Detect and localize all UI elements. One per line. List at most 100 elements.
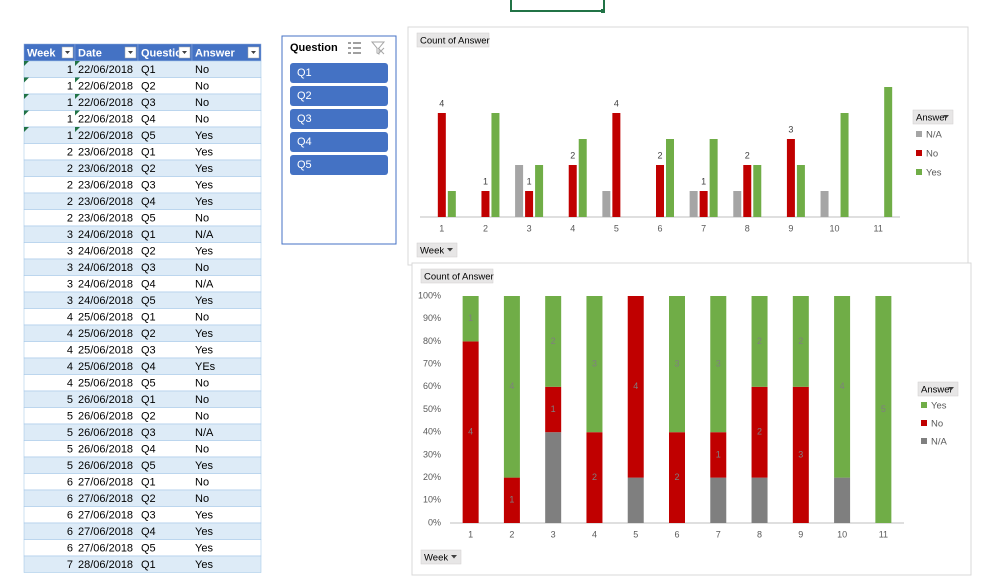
bar <box>525 191 534 217</box>
table-cell: 23/06/2018 <box>78 163 133 175</box>
bar <box>578 139 587 217</box>
table-cell: 4 <box>67 312 73 324</box>
table-cell: Q4 <box>141 444 156 456</box>
bar <box>884 87 893 217</box>
data-label: 2 <box>592 472 597 482</box>
legend-field-button-label: Answer <box>921 385 953 396</box>
table-cell: Yes <box>195 559 213 571</box>
filter-arrow <box>251 51 256 54</box>
table-cell: YEs <box>195 361 216 373</box>
table-cell: N/A <box>195 229 214 241</box>
table-cell: Q3 <box>141 180 156 192</box>
multi-select-icon[interactable] <box>348 42 361 54</box>
value-field-button[interactable] <box>420 268 494 284</box>
table-cell: 2 <box>67 196 73 208</box>
bar-segment <box>586 432 603 523</box>
data-label: 1 <box>701 176 706 186</box>
table-cell: Yes <box>195 543 213 555</box>
data-label: 3 <box>798 449 803 459</box>
clear-filter-icon[interactable] <box>370 41 386 55</box>
x-tick-label: 5 <box>633 529 638 539</box>
cell-marker <box>24 127 29 132</box>
table-cell: Yes <box>195 460 213 472</box>
bar <box>786 139 795 217</box>
y-tick-label: 100% <box>418 290 441 300</box>
data-label: 1 <box>716 449 721 459</box>
table-cell: 26/06/2018 <box>78 444 133 456</box>
slicer-item[interactable] <box>290 63 388 83</box>
data-label: 3 <box>716 358 721 368</box>
bar-segment <box>462 296 479 342</box>
table-cell: 27/06/2018 <box>78 493 133 505</box>
table-cell: Yes <box>195 130 213 142</box>
slicer-item[interactable] <box>290 132 388 152</box>
table-cell: 22/06/2018 <box>78 64 133 76</box>
table-cell: 6 <box>67 493 73 505</box>
bar-segment <box>834 477 851 523</box>
table-cell: 1 <box>67 81 73 93</box>
table-cell: Q2 <box>141 328 156 340</box>
legend-swatch <box>916 150 922 156</box>
axis-field-button-arrow <box>451 555 457 559</box>
x-tick-label: 2 <box>509 529 514 539</box>
data-label: 2 <box>757 427 762 437</box>
table-cell: 24/06/2018 <box>78 295 133 307</box>
chart-frame <box>407 26 969 266</box>
slicer-item[interactable] <box>290 86 388 106</box>
column-header: Answer <box>195 47 235 59</box>
data-label: 2 <box>674 472 679 482</box>
cell-marker <box>75 61 80 66</box>
table-cell: Q4 <box>141 196 156 208</box>
axis-field-button[interactable] <box>420 549 462 565</box>
table-cell: Q1 <box>141 147 156 159</box>
bar-segment <box>669 432 685 523</box>
table-cell: 26/06/2018 <box>78 460 133 472</box>
axis-field-button[interactable] <box>416 242 458 258</box>
bar-segment <box>586 296 603 433</box>
bar-segment <box>792 386 809 523</box>
legend-field-button[interactable] <box>912 109 954 125</box>
table-cell: 3 <box>67 262 73 274</box>
slicer-item[interactable] <box>290 155 388 175</box>
bar-segment <box>503 477 520 523</box>
cell-marker <box>24 61 29 66</box>
table-cell: 4 <box>67 378 73 390</box>
table-cell: Q5 <box>141 460 156 472</box>
table-cell: Q5 <box>141 378 156 390</box>
table-cell: 27/06/2018 <box>78 477 133 489</box>
table-cell: 22/06/2018 <box>78 97 133 109</box>
legend-label: Yes <box>931 401 947 412</box>
bar <box>820 191 829 217</box>
table-cell: 4 <box>67 345 73 357</box>
slicer-item[interactable] <box>290 109 388 129</box>
value-field-button[interactable] <box>416 32 490 48</box>
data-label: 4 <box>509 381 514 391</box>
table-cell: Q3 <box>141 97 156 109</box>
legend-label: Yes <box>926 168 942 179</box>
table-cell: 24/06/2018 <box>78 279 133 291</box>
x-tick-label: 11 <box>874 223 883 233</box>
table-cell: 24/06/2018 <box>78 262 133 274</box>
table-cell: 23/06/2018 <box>78 147 133 159</box>
table-cell: Q3 <box>141 345 156 357</box>
slicer-item-label: Q1 <box>297 67 312 79</box>
column-header: Date <box>78 47 102 59</box>
slicer-item-label: Q5 <box>297 159 312 171</box>
bar-segment <box>462 341 479 523</box>
table-cell: 3 <box>67 295 73 307</box>
table-cell: Yes <box>195 180 213 192</box>
y-tick-label: 80% <box>423 336 441 346</box>
y-tick-label: 10% <box>423 495 441 505</box>
table-cell: 23/06/2018 <box>78 180 133 192</box>
data-label: 2 <box>657 150 662 160</box>
table-cell: Q1 <box>141 477 156 489</box>
table-cell: Q1 <box>141 312 156 324</box>
bar <box>481 191 490 217</box>
legend-field-button[interactable] <box>917 381 959 397</box>
data-label: 1 <box>468 313 473 323</box>
table-cell: 28/06/2018 <box>78 559 133 571</box>
bar <box>733 191 742 217</box>
table-cell: 6 <box>67 510 73 522</box>
data-label: 2 <box>745 150 750 160</box>
x-tick-label: 2 <box>483 223 488 233</box>
